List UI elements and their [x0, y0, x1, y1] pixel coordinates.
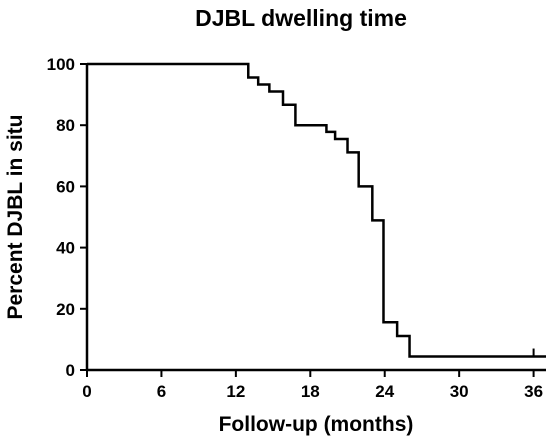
y-ticks: 0 20 40 60 80 100 — [47, 55, 87, 380]
x-tick-label: 24 — [375, 382, 394, 401]
chart-title: DJBL dwelling time — [195, 5, 407, 31]
y-tick-label: 40 — [56, 239, 75, 258]
x-ticks: 0 6 12 18 24 30 36 — [82, 370, 543, 401]
x-tick-label: 6 — [157, 382, 166, 401]
x-tick-label: 0 — [82, 382, 91, 401]
x-tick-label: 30 — [450, 382, 469, 401]
y-tick-label: 0 — [66, 361, 75, 380]
x-tick-label: 36 — [524, 382, 543, 401]
y-tick-label: 20 — [56, 300, 75, 319]
y-tick-label: 80 — [56, 116, 75, 135]
y-axis-label: Percent DJBL in situ — [4, 115, 27, 320]
y-tick-label: 100 — [47, 55, 75, 74]
series-layer — [87, 62, 546, 358]
x-tick-label: 12 — [226, 382, 245, 401]
x-axis-label: Follow-up (months) — [219, 413, 414, 436]
y-tick-label: 60 — [56, 177, 75, 196]
survival-step-line — [87, 62, 546, 358]
x-tick-label: 18 — [301, 382, 320, 401]
